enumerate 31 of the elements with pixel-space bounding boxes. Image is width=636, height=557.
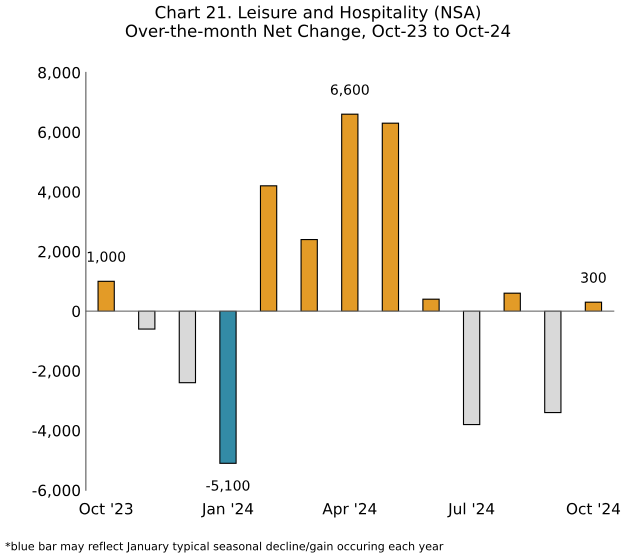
y-tick-label: -6,000 [32,484,80,498]
data-label: 1,000 [88,251,126,264]
data-label: -5,100 [206,480,250,492]
x-tick-label: Oct '23 [80,502,132,514]
bar [341,114,358,312]
bar [97,280,115,312]
bar [260,185,278,312]
bar [504,292,521,312]
chart-title: Chart 21. Leisure and Hospitality (NSA) Over-the-month Net Change, Oct-23 to Oct-24 [126,6,510,40]
data-label: 300 [581,272,606,283]
bar [382,122,400,312]
y-tick-label: 0 [72,306,80,318]
bar [544,310,562,414]
y-tick-label: 2,000 [38,246,80,260]
y-tick-label: 6,000 [38,126,80,140]
x-tick-label: Oct '24 [566,502,620,514]
y-tick-label: 4,000 [38,186,80,200]
text: *blue bar may reflect January typical seasonal decline/gain occuring each year [5,542,444,553]
data-label: 6,600 [330,84,369,96]
bar [462,310,480,426]
bar [422,298,440,312]
y-tick-label: -2,000 [32,365,80,378]
bar [138,310,156,330]
x-tick-label: Jul '24 [447,502,494,518]
bar [178,310,196,384]
y-tick-label: -4,000 [32,424,80,438]
x-tick-label: Apr '24 [322,502,376,518]
bar [219,310,237,464]
y-tick-label: 8,000 [38,66,80,80]
x-tick-label: Jan '24 [201,502,254,518]
bar [300,238,318,312]
